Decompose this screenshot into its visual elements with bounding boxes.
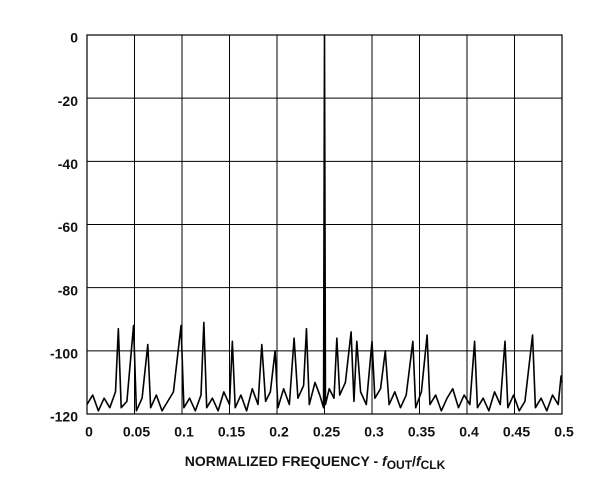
y-tick-label: -40 [58,156,78,172]
x-tick-label: 0.05 [123,424,150,440]
x-tick-label: 0.35 [408,424,435,440]
x-label-f: f [416,453,422,469]
x-tick-label: 0.1 [174,424,194,440]
y-tick-label: -120 [50,409,78,425]
x-label-text: NORMALIZED FREQUENCY - [185,453,382,469]
x-tick-label: 0.25 [313,424,340,440]
x-tick-label: 0.15 [218,424,245,440]
y-tick-label: -20 [58,93,78,109]
y-tick-label: 0 [70,30,78,46]
x-axis-label: NORMALIZED FREQUENCY - fOUT/fCLK [185,453,446,472]
x-tick-label: 0.5 [554,424,574,440]
x-label-slash: / [412,453,416,469]
x-tick-label: 0.3 [364,424,384,440]
x-tick-label: 0.4 [459,424,479,440]
y-tick-label: -60 [58,219,78,235]
spectrum-line [86,34,563,412]
x-tick-label: 0 [85,424,93,440]
x-label-f: f [382,453,388,469]
y-tick-label: -100 [50,346,78,362]
x-tick-label: 0.45 [503,424,530,440]
x-label-sub: OUT [387,458,413,472]
y-tick-label: -80 [58,282,78,298]
x-tick-label: 0.2 [269,424,289,440]
x-label-sub: CLK [421,458,446,472]
